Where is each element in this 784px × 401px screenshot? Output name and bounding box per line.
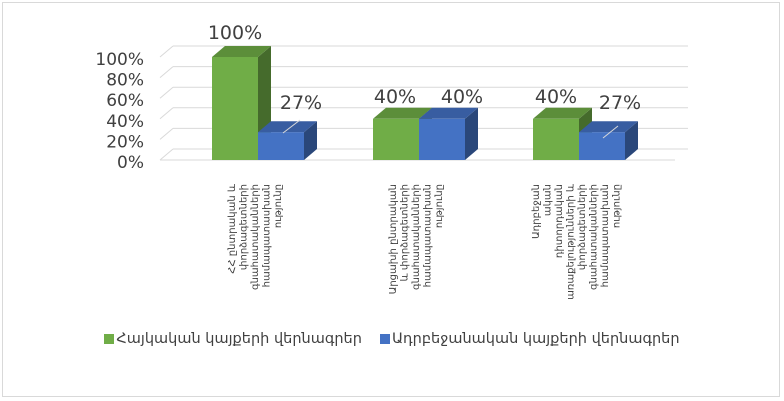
bar-top: [579, 121, 638, 133]
data-label-leader: [282, 119, 301, 134]
bar: [212, 57, 258, 160]
y-axis-ticks: 0%20%40%60%80%100%: [95, 50, 144, 173]
legend: Հայկական կայքերի վերնագրեր Ադրբեջանական …: [0, 331, 784, 347]
data-label: 40%: [535, 86, 577, 108]
bar-top: [373, 107, 432, 119]
bar-side: [625, 121, 638, 160]
y-tick-label: 60%: [106, 91, 144, 111]
bar-side: [465, 107, 478, 160]
bars: [212, 46, 638, 160]
category-label-line: գնահատականների: [250, 184, 261, 290]
legend-swatch-azerbaijani: [379, 334, 390, 344]
category-label-line: ությունը: [273, 184, 284, 228]
category-label-line: գնահատականների: [411, 184, 422, 290]
gridline-side: [159, 148, 174, 161]
bar-top: [533, 107, 592, 119]
data-label: 40%: [441, 86, 483, 108]
y-tick-label: 80%: [106, 71, 144, 91]
legend-item-armenian: Հայկական կայքերի վերնագրեր: [104, 331, 362, 347]
category-label-line: ությունը: [611, 184, 622, 228]
gridline-side: [159, 128, 174, 140]
y-tick-label: 0%: [117, 153, 144, 173]
gridline-side: [159, 66, 174, 78]
category-label-line: և փորձագետների: [400, 184, 411, 282]
category-label-line: համապատասխան: [423, 184, 434, 287]
gridline-side: [159, 107, 174, 120]
category-label-line: փորձագետների: [239, 184, 250, 270]
category-label-line: փորձագետների: [577, 184, 588, 270]
gridline-side: [159, 45, 174, 58]
legend-label-armenian: Հայկական կայքերի վերնագրեր: [116, 331, 362, 347]
category-label-line: ական: [542, 184, 553, 216]
category-label-line: առաքելությունների և: [565, 183, 576, 300]
legend-swatch-armenian: [104, 334, 115, 344]
legend-label-azerbaijani: Ադրբեջանական կայքերի վերնագրեր: [391, 331, 680, 347]
data-label: 27%: [280, 92, 322, 114]
bar: [258, 132, 304, 160]
data-label: 27%: [599, 92, 641, 114]
bar-top: [258, 121, 317, 133]
legend-item-azerbaijani: Ադրբեջանական կայքերի վերնագրեր: [379, 331, 680, 347]
category-label-line: համապատասխան: [600, 184, 611, 287]
y-tick-label: 100%: [95, 50, 144, 70]
category-label-line: գնահատականների: [588, 184, 599, 290]
data-labels: 100% 27% 40% 40% 40% 27%: [208, 22, 641, 139]
bar-side: [304, 121, 317, 160]
category-label-line: ՀՀ ընտրական և: [227, 183, 238, 274]
category-label-line: համապատասխան: [262, 184, 273, 287]
chart-frame: [2, 2, 780, 397]
category-label-line: Արցախի ընտրական: [388, 184, 399, 294]
bar: [419, 118, 465, 160]
data-label: 40%: [374, 86, 416, 108]
data-label: 100%: [208, 22, 262, 44]
category-labels: ՀՀ ընտրական և փորձագետների գնահատականների հ…: [227, 183, 622, 300]
bar: [579, 132, 625, 160]
category-label-line: ությունը: [434, 184, 445, 228]
bar-top: [212, 46, 271, 57]
bar: [373, 118, 419, 160]
data-label-leader: [602, 125, 619, 139]
y-tick-label: 20%: [106, 132, 144, 152]
y-tick-label: 40%: [106, 112, 144, 132]
bar: [533, 118, 579, 160]
category-label-line: դիտորդական: [554, 184, 565, 258]
gridline-side: [159, 86, 174, 99]
category-label-line: Ադրբեջան: [531, 184, 542, 239]
bar-top: [419, 107, 478, 119]
